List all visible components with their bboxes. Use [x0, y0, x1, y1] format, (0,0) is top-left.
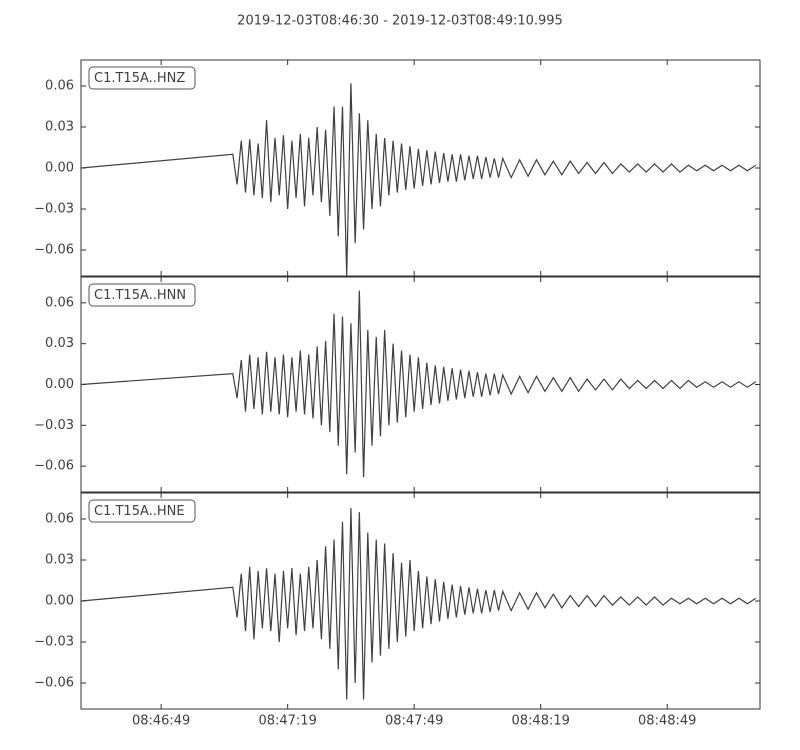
plot-frame	[80, 59, 761, 277]
y-tick-label: −0.03	[34, 202, 74, 217]
y-tick-label: −0.03	[34, 418, 74, 433]
x-tick-label: 08:46:49	[132, 714, 190, 729]
y-tick-label: −0.06	[34, 243, 74, 258]
plot-frame	[80, 276, 761, 493]
legend-box	[88, 283, 196, 307]
y-tick-label: 0.03	[45, 552, 74, 567]
y-tick-label: 0.00	[45, 594, 74, 609]
y-tick-label: −0.06	[34, 459, 74, 474]
waveform	[80, 290, 757, 478]
y-tick-label: 0.06	[45, 511, 74, 526]
legend-label: C1.T15A..HNE	[94, 504, 185, 519]
y-tick-label: 0.06	[45, 295, 74, 310]
y-tick-label: 0.06	[45, 78, 74, 93]
waveform	[80, 83, 757, 277]
legend-label: C1.T15A..HNZ	[94, 71, 185, 86]
y-tick-label: −0.06	[34, 676, 74, 691]
y-tick-label: 0.03	[45, 336, 74, 351]
waveform	[80, 508, 757, 700]
x-tick-label: 08:47:49	[385, 714, 443, 729]
y-tick-label: −0.03	[34, 635, 74, 650]
legend-label: C1.T15A..HNN	[94, 288, 186, 303]
y-tick-label: 0.00	[45, 377, 74, 392]
chart-title: 2019-12-03T08:46:30 - 2019-12-03T08:49:1…	[237, 14, 563, 29]
x-tick-label: 08:47:19	[258, 714, 316, 729]
x-tick-label: 08:48:19	[512, 714, 570, 729]
y-tick-label: 0.00	[45, 161, 74, 176]
x-tick-label: 08:48:49	[638, 714, 696, 729]
plot-frame	[80, 492, 761, 710]
legend-box	[88, 499, 196, 523]
legend-box	[88, 66, 196, 90]
y-tick-label: 0.03	[45, 119, 74, 134]
